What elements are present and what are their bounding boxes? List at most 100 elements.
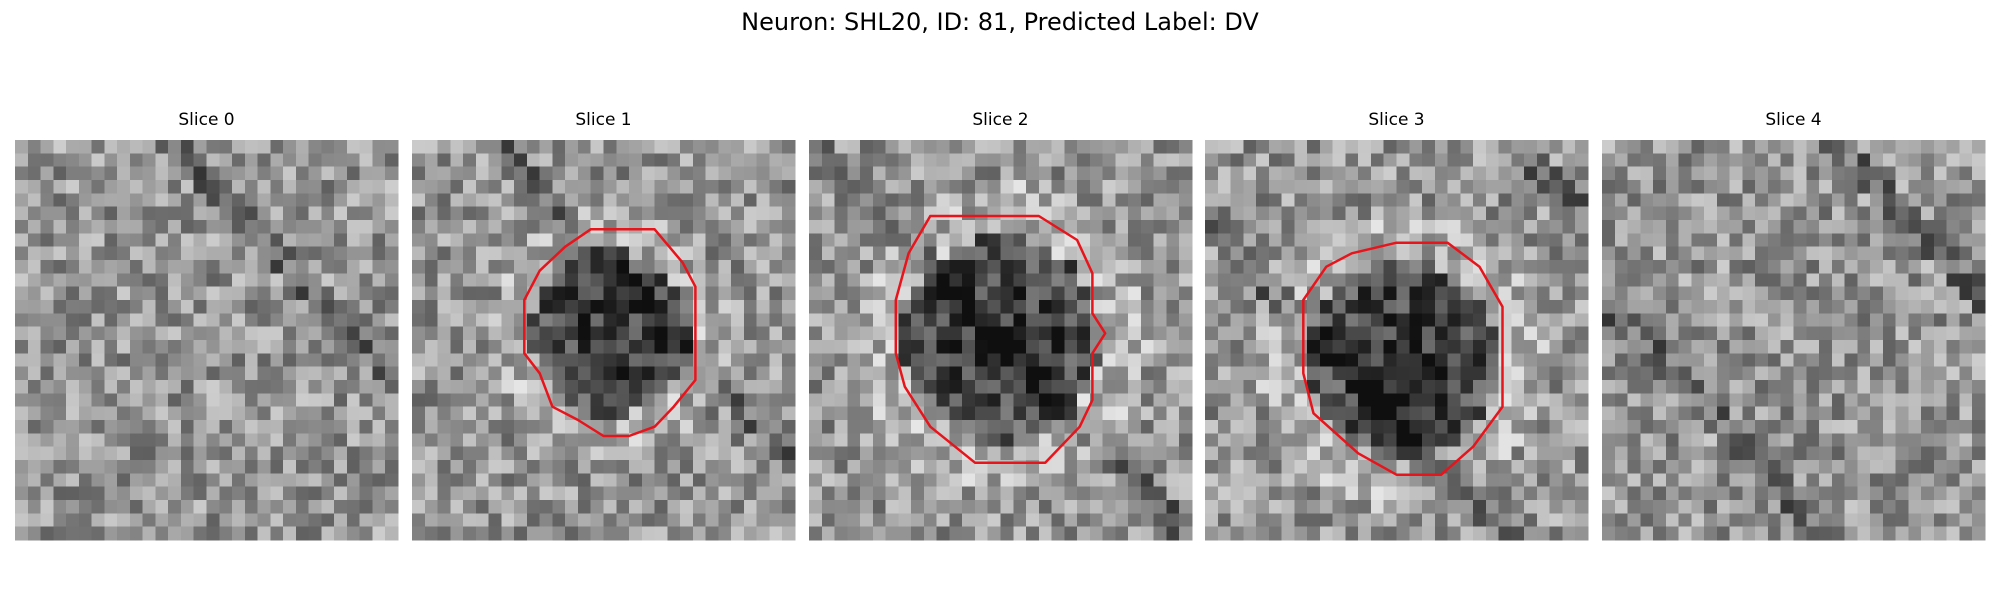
pixel	[514, 380, 528, 394]
pixel	[463, 486, 477, 501]
pixel	[206, 486, 220, 501]
pixel	[1383, 260, 1397, 274]
pixel	[1307, 340, 1321, 354]
pixel	[168, 513, 182, 528]
pixel	[1026, 513, 1040, 528]
pixel	[1038, 366, 1053, 381]
pixel	[974, 366, 989, 381]
pixel	[1870, 260, 1884, 274]
pixel	[1972, 406, 1986, 421]
pixel	[385, 446, 399, 461]
pixel	[1895, 193, 1909, 208]
pixel	[1434, 380, 1449, 394]
pixel	[1653, 393, 1667, 408]
pixel	[53, 166, 67, 181]
pixel	[603, 353, 617, 368]
pixel	[78, 433, 93, 448]
pixel	[1640, 473, 1654, 488]
pixel	[283, 206, 297, 221]
pixel	[809, 233, 823, 248]
pixel	[180, 246, 195, 261]
pixel	[1153, 433, 1167, 448]
pixel	[1857, 406, 1871, 421]
pixel	[1345, 366, 1359, 381]
pixel	[1844, 500, 1858, 514]
pixel	[1000, 366, 1014, 381]
pixel	[514, 260, 528, 274]
pixel	[1511, 180, 1525, 194]
pixel	[616, 300, 630, 314]
pixel	[475, 246, 490, 261]
pixel	[412, 300, 426, 314]
pixel	[53, 460, 67, 474]
pixel	[1281, 166, 1295, 181]
pixel	[1691, 260, 1705, 274]
pixel	[1921, 233, 1935, 248]
pixel	[1524, 180, 1538, 194]
pixel	[117, 473, 131, 488]
pixel	[1128, 286, 1142, 301]
pixel	[1895, 300, 1909, 314]
pixel	[1536, 406, 1551, 421]
pixel	[66, 340, 80, 354]
pixel	[731, 446, 745, 461]
pixel	[809, 180, 823, 194]
pixel	[718, 380, 732, 394]
pixel	[565, 260, 579, 274]
pixel	[1614, 233, 1629, 248]
pixel	[475, 460, 490, 474]
pixel	[1653, 260, 1667, 274]
pixel	[1473, 326, 1487, 341]
pixel	[117, 220, 131, 234]
pixel	[104, 380, 118, 394]
pixel	[1602, 526, 1616, 541]
pixel	[1102, 233, 1116, 248]
pixel	[847, 153, 861, 168]
pixel	[718, 340, 732, 354]
pixel	[1819, 246, 1833, 261]
pixel	[769, 500, 783, 514]
pixel	[1217, 273, 1232, 288]
pixel	[104, 193, 118, 208]
pixel	[180, 206, 195, 221]
pixel	[834, 353, 848, 368]
pixel	[1217, 326, 1232, 341]
pixel	[1536, 353, 1551, 368]
pixel	[1602, 246, 1616, 261]
pixel	[1485, 366, 1500, 381]
pixel	[346, 180, 361, 194]
pixel	[180, 233, 195, 248]
pixel	[1511, 460, 1525, 474]
pixel	[283, 420, 297, 434]
pixel	[526, 260, 541, 274]
pixel	[1217, 526, 1232, 541]
pixel	[847, 273, 861, 288]
pixel	[1882, 220, 1897, 234]
pixel	[1882, 140, 1897, 154]
pixel	[117, 246, 131, 261]
pixel	[1882, 393, 1897, 408]
pixel	[1844, 513, 1858, 528]
pixel	[923, 246, 938, 261]
pixel	[743, 340, 758, 354]
pixel	[501, 340, 515, 354]
pixel	[40, 313, 54, 328]
pixel	[847, 286, 861, 301]
pixel	[308, 166, 322, 181]
pixel	[1524, 166, 1538, 181]
pixel	[142, 233, 156, 248]
pixel	[1205, 446, 1219, 461]
pixel	[359, 433, 373, 448]
pixel	[1498, 500, 1512, 514]
pixel	[603, 180, 617, 194]
pixel	[1370, 526, 1385, 541]
pixel	[1562, 286, 1576, 301]
pixel	[372, 300, 386, 314]
pixel	[962, 460, 976, 474]
pixel	[1434, 326, 1449, 341]
pixel	[1895, 326, 1909, 341]
pixel	[1575, 260, 1589, 274]
pixel	[1716, 180, 1731, 194]
pixel	[590, 180, 604, 194]
pixel	[1908, 393, 1922, 408]
